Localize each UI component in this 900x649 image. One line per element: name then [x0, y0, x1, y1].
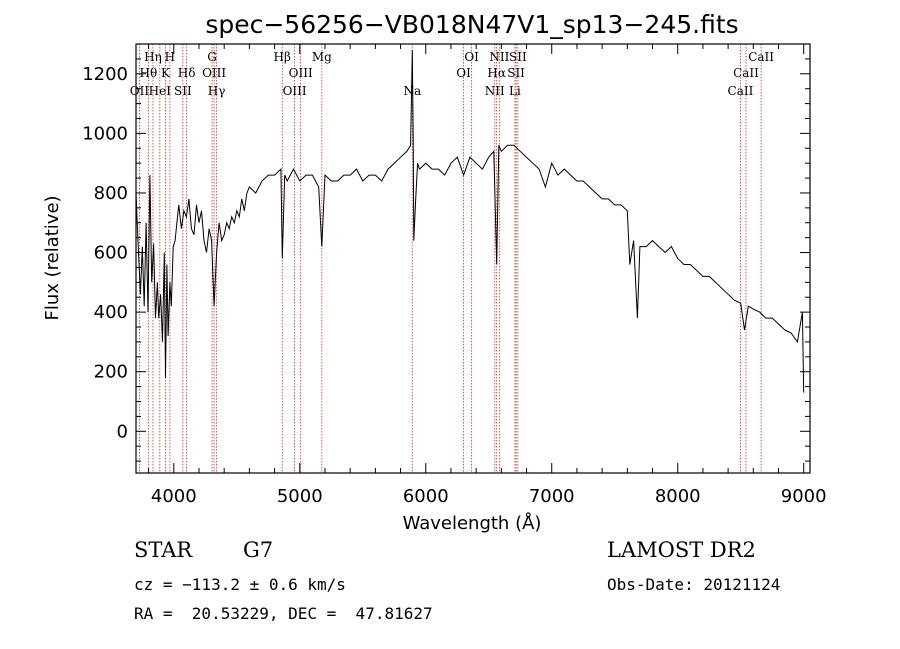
x-tick-label: 7000: [529, 486, 575, 507]
coordinates: RA = 20.53229, DEC = 47.81627: [134, 604, 433, 623]
chart-title: spec−56256−VB018N47V1_sp13−245.fits: [205, 10, 738, 39]
y-tick-label: 600: [94, 243, 128, 264]
spectrum-line: [135, 49, 805, 393]
x-tick-label: 8000: [655, 486, 701, 507]
spectral-line-label: G: [207, 50, 217, 64]
y-tick-label: 1200: [82, 64, 128, 85]
spectral-line-label: OI: [464, 50, 479, 64]
object-subclass: G7: [243, 538, 274, 562]
spectral-line-markers: [139, 44, 762, 473]
spectral-line-label: CaII: [748, 50, 774, 64]
y-tick-label: 200: [94, 362, 128, 383]
spectral-line-label: NII: [485, 84, 505, 98]
spectral-line-label: Hδ: [178, 66, 196, 80]
spectral-line-label: OII: [130, 84, 150, 98]
x-tick-labels: 4000 5000 6000 7000 8000 9000: [151, 486, 827, 507]
object-class: STAR: [134, 538, 193, 562]
y-tick-label: 0: [117, 421, 128, 442]
spectral-line-label: Li: [509, 84, 521, 98]
spectral-line-label: OIII: [289, 66, 313, 80]
y-axis-label: Flux (relative): [42, 195, 63, 320]
x-tick-label: 5000: [277, 486, 323, 507]
spectral-line-label: Hγ: [208, 84, 226, 98]
spectral-line-label: SII: [507, 66, 525, 80]
spectral-line-label: SII: [509, 50, 527, 64]
spectral-line-label: Hβ: [274, 50, 291, 64]
spectral-line-label: Mg: [312, 50, 332, 64]
spectral-line-label: HeI: [149, 84, 172, 98]
spectral-line-label: CaII: [733, 66, 759, 80]
x-tick-label: 9000: [781, 486, 827, 507]
spectral-line-label: Hη: [144, 50, 162, 64]
y-tick-label: 1000: [82, 123, 128, 144]
spectral-line-label: OIII: [283, 84, 307, 98]
observation-date: Obs-Date: 20121124: [607, 575, 781, 594]
spectral-line-label: Hθ: [139, 66, 157, 80]
plot-frame: [135, 43, 811, 474]
y-tick-label: 400: [94, 302, 128, 323]
spectral-line-label: K: [161, 66, 171, 80]
survey-name: LAMOST DR2: [607, 538, 756, 562]
axis-ticks: [136, 43, 810, 473]
spectral-line-label: H: [165, 50, 175, 64]
spectral-line-label: OIII: [202, 66, 226, 80]
x-tick-label: 4000: [151, 486, 197, 507]
x-axis-label: Wavelength (Å): [403, 512, 542, 534]
x-tick-label: 6000: [403, 486, 449, 507]
redshift-value: cz = −113.2 ± 0.6 km/s: [134, 575, 346, 594]
spectral-line-label: OI: [456, 66, 471, 80]
y-tick-label: 800: [94, 183, 128, 204]
spectral-line-label: CaII: [728, 84, 754, 98]
spectral-line-label: NII: [489, 50, 509, 64]
spectral-line-labels: OIIHθHηHeIKHSIIHδGOIIIHγHβOIIIOIIIMgNaOI…: [130, 50, 775, 98]
y-tick-labels: 0 200 400 600 800 1000 1200: [82, 64, 128, 442]
spectral-line-label: Hα: [487, 66, 506, 80]
spectral-line-label: SII: [174, 84, 192, 98]
